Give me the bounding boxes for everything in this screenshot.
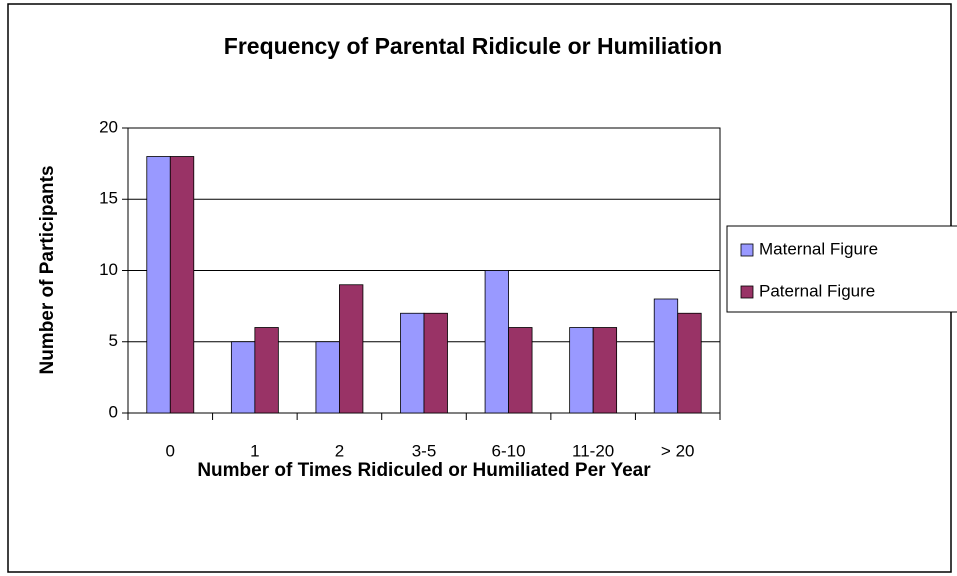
legend-label: Maternal Figure bbox=[759, 239, 878, 258]
x-tick-label: 3-5 bbox=[412, 441, 437, 460]
y-tick-label: 5 bbox=[109, 331, 118, 350]
y-axis-label: Number of Participants bbox=[37, 165, 58, 374]
chart-title: Frequency of Parental Ridicule or Humili… bbox=[224, 33, 722, 59]
bar bbox=[508, 327, 533, 414]
y-tick-label: 15 bbox=[99, 189, 118, 208]
bar bbox=[569, 327, 594, 414]
bar bbox=[484, 270, 509, 414]
y-tick-label: 0 bbox=[109, 402, 118, 421]
x-tick-label: 0 bbox=[166, 441, 175, 460]
bar bbox=[423, 312, 448, 414]
bar bbox=[146, 156, 171, 414]
legend-label: Paternal Figure bbox=[759, 281, 875, 300]
legend-swatch bbox=[740, 285, 754, 299]
y-tick-label: 20 bbox=[99, 117, 118, 136]
x-tick-label: > 20 bbox=[661, 441, 695, 460]
bar bbox=[592, 327, 618, 414]
bar bbox=[315, 341, 340, 414]
x-axis-label: Number of Times Ridiculed or Humiliated … bbox=[197, 460, 651, 481]
bar bbox=[400, 312, 425, 414]
x-tick-label: 11-20 bbox=[572, 441, 614, 460]
bar bbox=[230, 341, 256, 414]
bar bbox=[677, 312, 702, 414]
legend-swatch bbox=[740, 243, 754, 257]
x-tick-label: 6-10 bbox=[492, 441, 526, 460]
x-tick-label: 1 bbox=[250, 441, 259, 460]
bar bbox=[339, 284, 364, 414]
bar bbox=[653, 298, 679, 414]
bar bbox=[254, 327, 279, 414]
y-tick-label: 10 bbox=[99, 260, 118, 279]
bar bbox=[169, 156, 195, 414]
legend-box bbox=[726, 225, 957, 313]
x-tick-label: 2 bbox=[335, 441, 344, 460]
